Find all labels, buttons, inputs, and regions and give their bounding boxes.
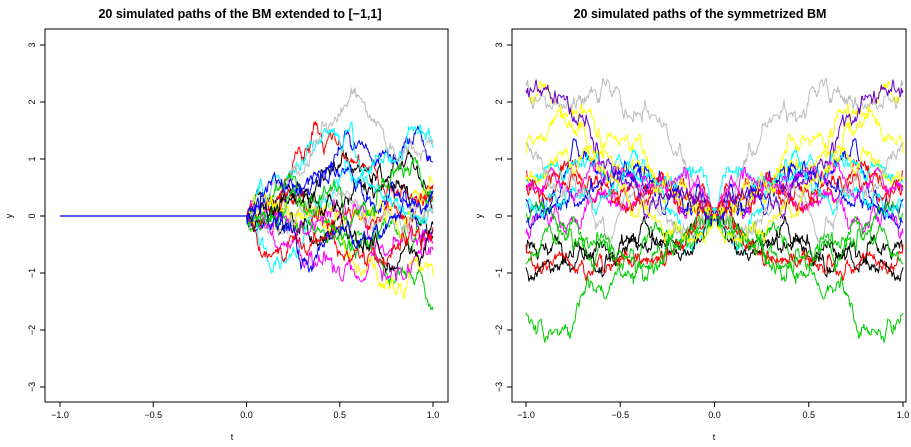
panel-right: 20 simulated paths of the symmetrized BM…	[474, 7, 909, 442]
x-tick-label: 0.5	[333, 410, 346, 420]
path-line	[60, 190, 434, 273]
path-line	[60, 187, 434, 235]
y-tick-label: 3	[494, 42, 504, 47]
x-tick-label: 0.0	[240, 410, 253, 420]
y-tick-label: 0	[494, 213, 504, 218]
y-tick-label: −3	[27, 382, 37, 392]
y-tick-label: −2	[494, 325, 504, 335]
x-tick-label: −0.5	[144, 410, 162, 420]
x-tick-label: −1.0	[51, 410, 69, 420]
x-axis-left: −1.0 −0.5 0.0 0.5 1.0	[51, 402, 439, 420]
y-tick-label: 1	[27, 156, 37, 161]
panel-left: 20 simulated paths of the BM extended to…	[4, 7, 449, 442]
x-tick-label: 1.0	[897, 410, 910, 420]
path-line	[60, 164, 434, 247]
x-tick-label: 0.0	[708, 410, 721, 420]
y-axis-right: −3 −2 −1 0 1 2 3	[494, 42, 512, 392]
x-axis-label-left: t	[231, 432, 234, 442]
x-tick-label: 1.0	[427, 410, 440, 420]
y-axis-label-right: y	[474, 213, 484, 218]
y-tick-label: 1	[494, 156, 504, 161]
path-line	[525, 215, 904, 344]
path-line	[525, 77, 904, 217]
y-tick-label: 2	[494, 99, 504, 104]
path-line	[60, 188, 434, 231]
path-line	[525, 138, 904, 218]
y-axis-left: −3 −2 −1 0 1 2 3	[27, 42, 45, 392]
path-line	[525, 108, 904, 244]
y-tick-label: −2	[27, 325, 37, 335]
y-tick-label: 0	[27, 213, 37, 218]
y-tick-label: 3	[27, 42, 37, 47]
y-tick-label: −3	[494, 382, 504, 392]
y-axis-label-left: y	[4, 213, 14, 218]
x-tick-label: −1.0	[517, 410, 535, 420]
y-tick-label: −1	[27, 268, 37, 278]
path-line	[60, 200, 434, 283]
x-tick-label: −0.5	[611, 410, 629, 420]
path-line	[60, 188, 434, 273]
y-tick-label: 2	[27, 99, 37, 104]
path-line	[525, 148, 904, 255]
path-line	[60, 121, 434, 221]
chart-title-left: 20 simulated paths of the BM extended to…	[98, 7, 381, 21]
path-line	[60, 120, 434, 222]
x-axis-right: −1.0 −0.5 0.0 0.5 1.0	[517, 402, 909, 420]
path-line	[525, 141, 904, 244]
path-line	[60, 156, 434, 229]
y-tick-label: −1	[494, 268, 504, 278]
chart-title-right: 20 simulated paths of the symmetrized BM	[574, 7, 827, 21]
path-line	[525, 132, 904, 219]
paths-left	[60, 87, 434, 311]
path-line	[60, 159, 434, 274]
x-axis-label-right: t	[713, 432, 716, 442]
x-tick-label: 0.5	[802, 410, 815, 420]
path-line	[60, 215, 434, 267]
paths-right	[525, 77, 904, 344]
